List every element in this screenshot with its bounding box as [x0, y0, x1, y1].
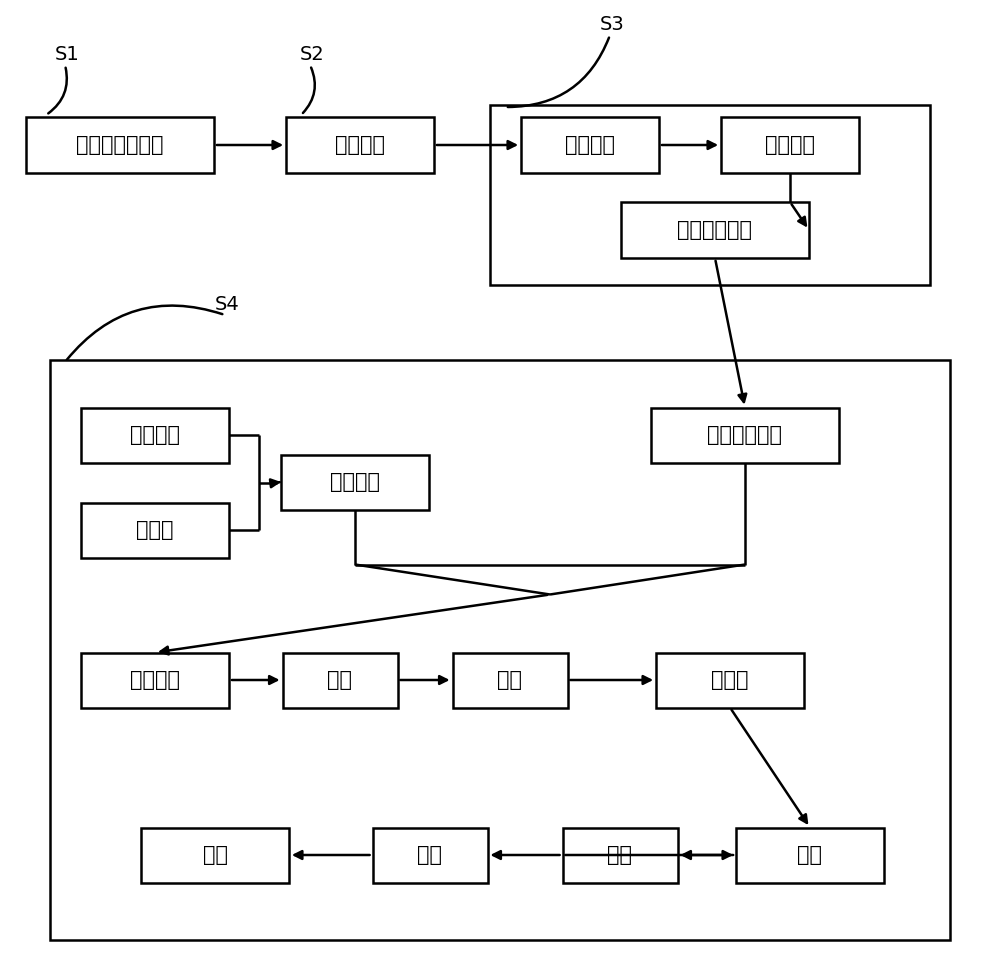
Bar: [81, 502, 229, 558]
Bar: [283, 653, 398, 707]
Text: 建模及受力分析: 建模及受力分析: [76, 135, 164, 155]
Bar: [656, 653, 804, 707]
Text: 选择材料: 选择材料: [335, 135, 385, 155]
Bar: [81, 653, 229, 707]
Text: 检验: 检验: [418, 845, 442, 865]
Text: S2: S2: [300, 46, 325, 64]
Bar: [490, 105, 930, 285]
Text: 成品: 成品: [202, 845, 228, 865]
Text: 拓扑优化: 拓扑优化: [565, 135, 615, 155]
Bar: [621, 202, 809, 258]
Text: 形状优化: 形状优化: [765, 135, 815, 155]
Text: S4: S4: [215, 296, 240, 314]
Bar: [141, 827, 289, 883]
Text: 烧结: 烧结: [498, 670, 522, 690]
Bar: [521, 117, 659, 173]
Bar: [281, 454, 429, 510]
Text: S3: S3: [600, 16, 625, 34]
Text: S1: S1: [55, 46, 80, 64]
Text: 脱脂: 脱脂: [328, 670, 352, 690]
Bar: [452, 653, 568, 707]
Bar: [736, 827, 884, 883]
Text: 粘结剂: 粘结剂: [136, 520, 174, 540]
Text: 金属粉末: 金属粉末: [130, 425, 180, 445]
Text: 机加: 机加: [798, 845, 822, 865]
Text: 注射成形: 注射成形: [130, 670, 180, 690]
Bar: [81, 408, 229, 462]
Text: 抛光: 抛光: [608, 845, 633, 865]
Bar: [651, 408, 839, 462]
Bar: [26, 117, 214, 173]
Bar: [562, 827, 678, 883]
Text: 热处理: 热处理: [711, 670, 749, 690]
Text: 设计制造模具: 设计制造模具: [708, 425, 782, 445]
Text: 输出优化模型: 输出优化模型: [678, 220, 753, 240]
Bar: [50, 360, 950, 940]
Bar: [721, 117, 859, 173]
Text: 混炼制粒: 混炼制粒: [330, 472, 380, 492]
Bar: [286, 117, 434, 173]
Bar: [372, 827, 488, 883]
